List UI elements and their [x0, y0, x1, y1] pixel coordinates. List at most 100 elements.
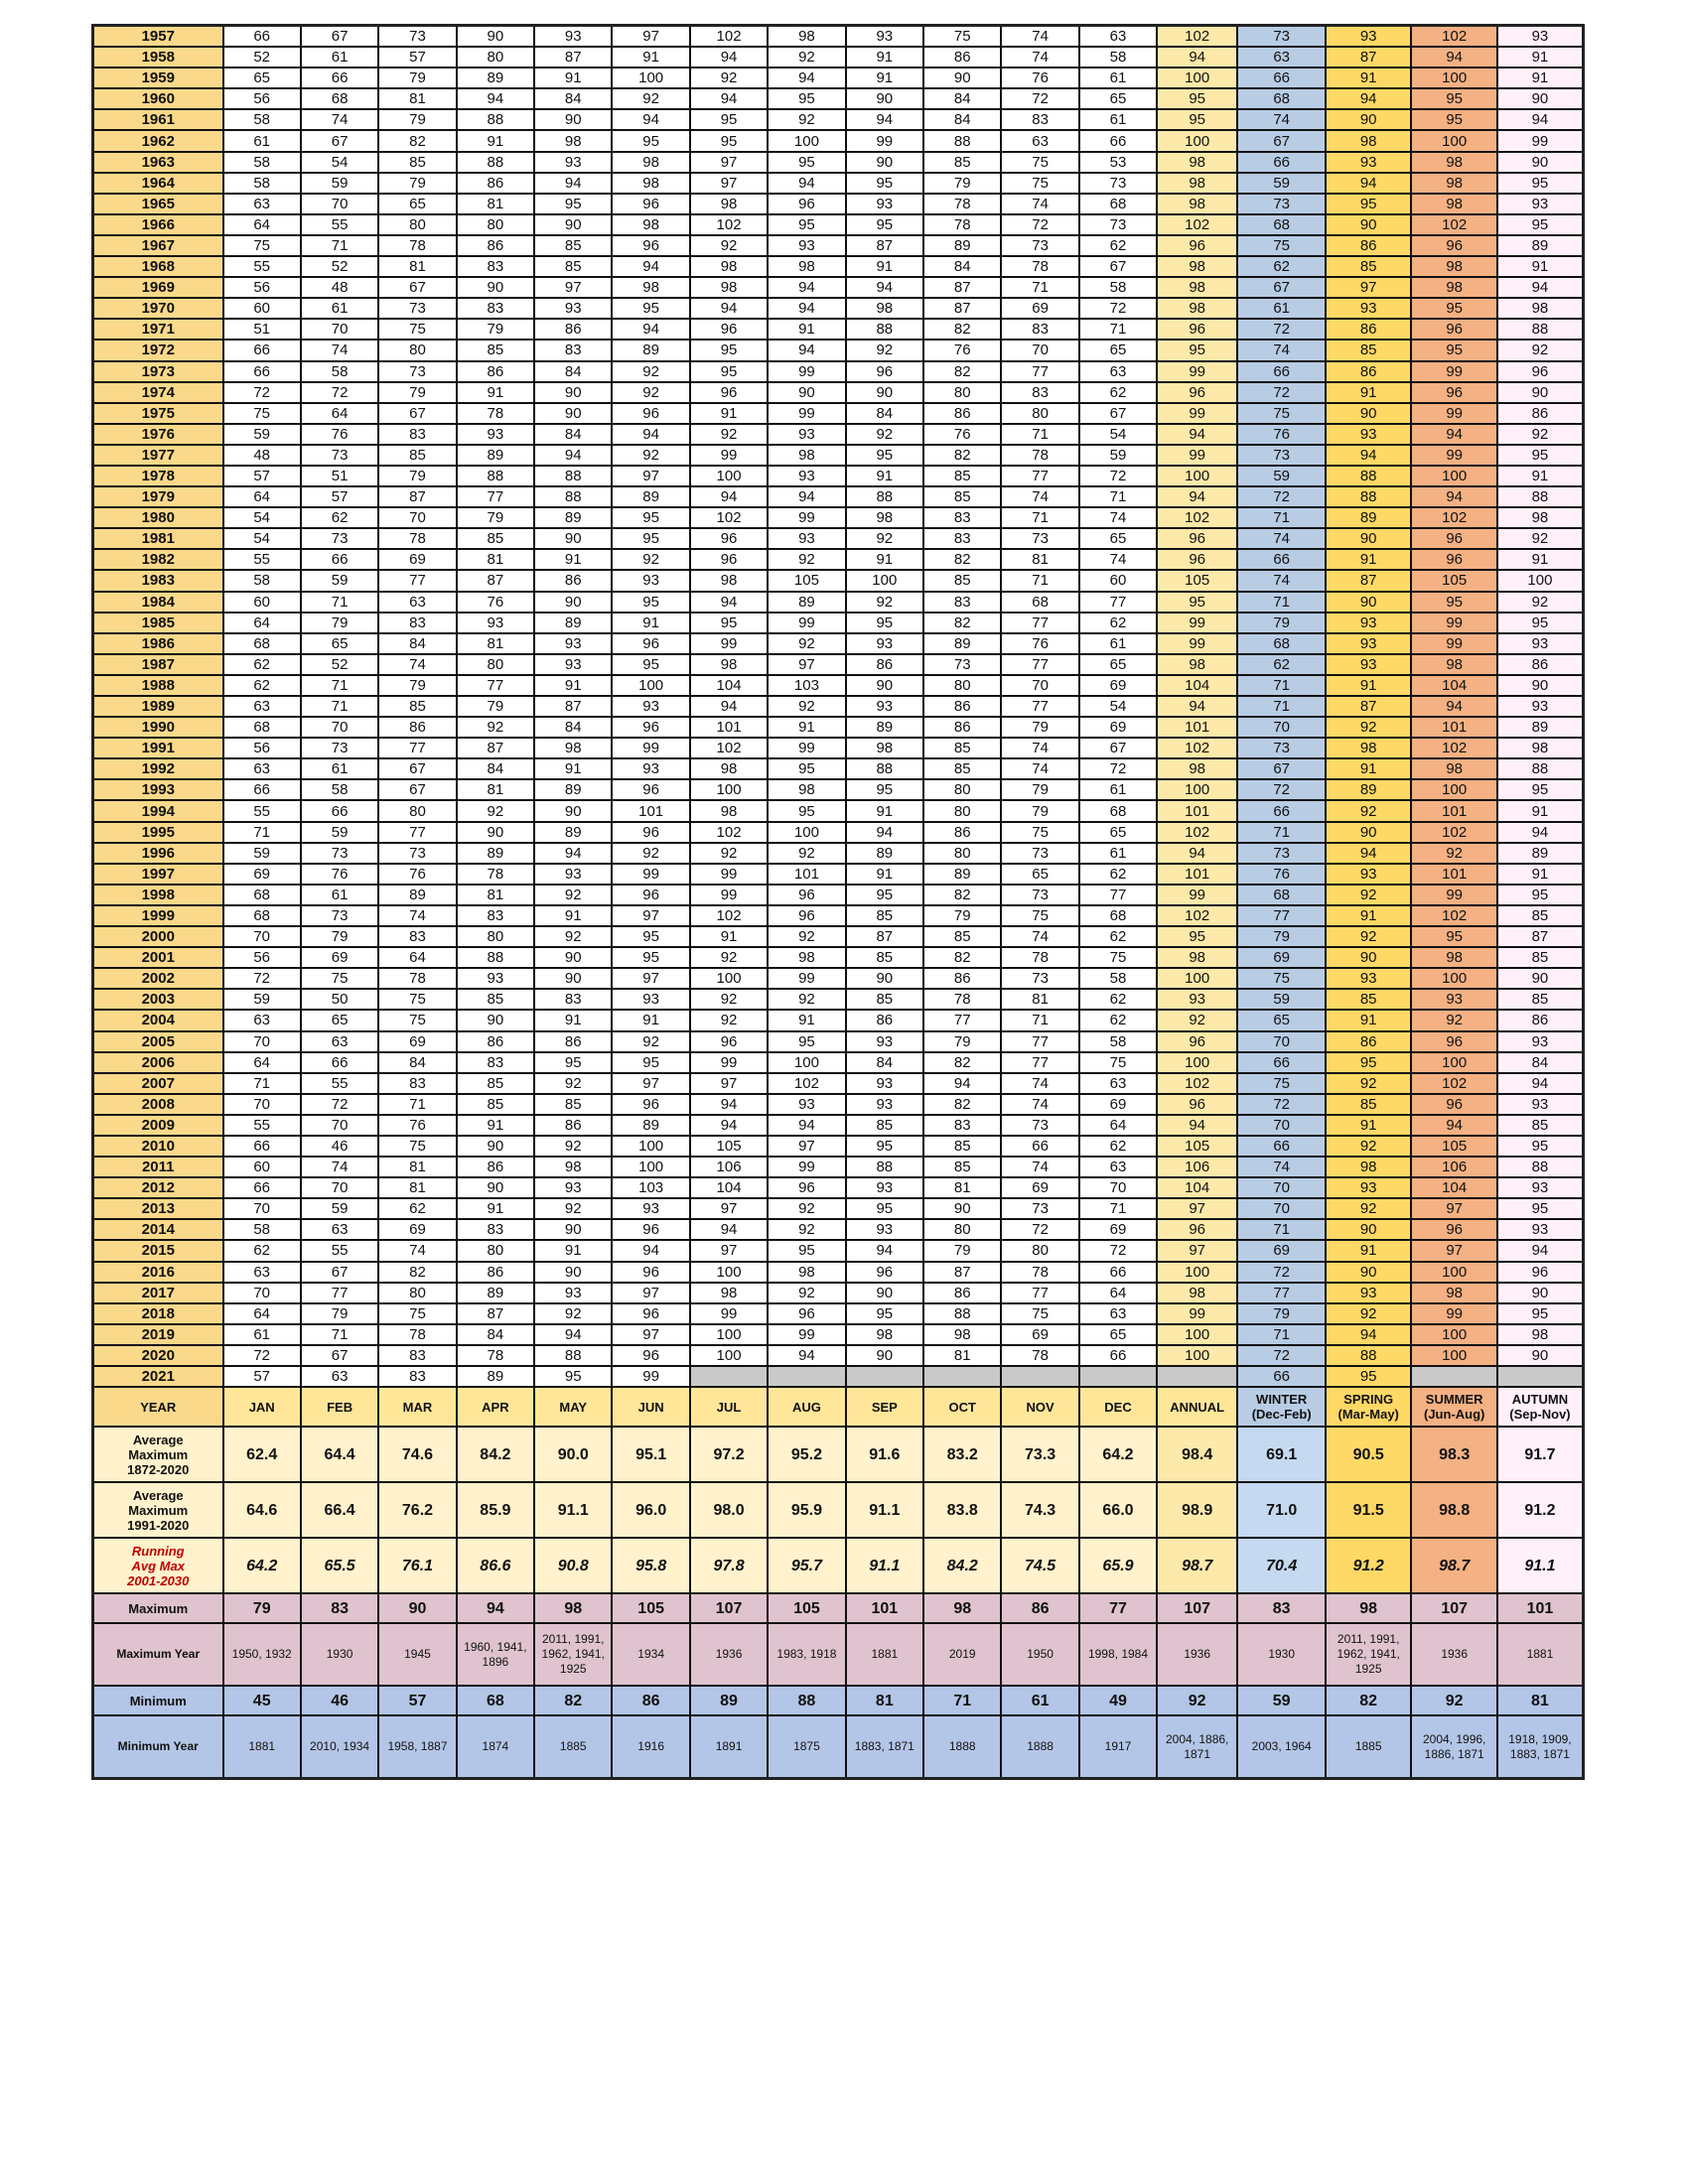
value-cell: 96: [1410, 1218, 1499, 1242]
value-cell: 98: [688, 757, 770, 781]
value-cell: 90: [533, 401, 614, 425]
value-cell: 83: [377, 611, 458, 634]
value-cell: 97: [611, 967, 691, 991]
value-cell: 98: [1156, 297, 1239, 321]
value-cell: 98: [1410, 276, 1499, 300]
value-cell: 89: [1496, 716, 1585, 740]
value-cell: 92: [455, 799, 536, 823]
value-cell: 88: [844, 757, 925, 781]
year-row: 1967 75 71 78 86 85 96 92 93 87 89 73 62 96 75 86 96 89: [91, 233, 1585, 258]
value-cell: 80: [455, 1239, 536, 1263]
stats-value: 98.4: [1156, 1426, 1239, 1484]
stats-label: Minimum: [91, 1685, 224, 1717]
value-cell: 90: [455, 1009, 536, 1032]
value-cell: 59: [221, 988, 302, 1012]
value-cell: 91: [1496, 46, 1585, 69]
year-row: 1991 56 73 77 87 98 99 102 99 98 85 74 67 102 73 98 102 9…: [91, 737, 1585, 760]
year-cell: 2017: [91, 1281, 224, 1304]
value-cell: 72: [221, 967, 302, 991]
value-cell: 98: [767, 255, 847, 279]
value-cell: 96: [1410, 527, 1499, 551]
value-cell: 57: [377, 46, 458, 69]
value-cell: 71: [221, 820, 302, 844]
value-cell: 85: [1325, 988, 1413, 1012]
year-cell: 1965: [91, 192, 224, 215]
value-cell: 63: [1000, 129, 1080, 153]
stats-value: 1888: [922, 1714, 1003, 1780]
value-cell: 85: [377, 150, 458, 174]
value-cell: 75: [1000, 150, 1080, 174]
value-cell: 87: [377, 485, 458, 509]
value-cell: 70: [1236, 716, 1328, 740]
value-cell: 84: [844, 401, 925, 425]
value-cell: 98: [1325, 1156, 1413, 1179]
stats-value: 1918, 1909, 1883, 1871: [1496, 1714, 1585, 1780]
year-row: 1998 68 61 89 81 92 96 99 96 95 82 73 77 99 68 92 99 95: [91, 883, 1585, 906]
value-cell: 96: [611, 1343, 691, 1368]
stats-value: 1950, 1932: [221, 1622, 302, 1688]
value-cell: 99: [767, 737, 847, 760]
value-cell: 73: [1236, 24, 1328, 49]
year-row: 1988 62 71 79 77 91 100 104 103 90 80 70 69 104 71 91 10…: [91, 673, 1585, 698]
value-cell: 100: [1410, 67, 1499, 90]
value-cell: 63: [221, 1260, 302, 1284]
value-cell: 71: [1236, 590, 1328, 614]
value-cell: 100: [1156, 67, 1239, 90]
value-cell: [1410, 1364, 1499, 1389]
value-cell: 100: [767, 820, 847, 844]
value-cell: 99: [611, 737, 691, 760]
year-cell: 2003: [91, 988, 224, 1012]
value-cell: 79: [377, 67, 458, 90]
value-cell: 95: [1496, 778, 1585, 802]
value-cell: 71: [1236, 820, 1328, 844]
value-cell: 92: [611, 548, 691, 572]
value-cell: 96: [688, 380, 770, 404]
value-cell: 70: [221, 1281, 302, 1304]
value-cell: 79: [299, 1301, 380, 1325]
stats-value: 98.3: [1410, 1426, 1499, 1484]
value-cell: 91: [533, 1009, 614, 1032]
stats-value: 1883, 1871: [844, 1714, 925, 1780]
stats-value: 107: [1410, 1592, 1499, 1625]
value-cell: 91: [533, 757, 614, 781]
value-cell: 95: [767, 1029, 847, 1053]
value-cell: 63: [1077, 1301, 1159, 1325]
value-cell: 98: [688, 799, 770, 823]
value-cell: 85: [455, 527, 536, 551]
value-cell: 89: [1496, 841, 1585, 865]
value-cell: 92: [1325, 1134, 1413, 1159]
value-cell: 102: [688, 212, 770, 236]
value-cell: 76: [299, 862, 380, 886]
value-cell: 85: [1496, 1113, 1585, 1137]
year-cell: 1994: [91, 799, 224, 823]
value-cell: 75: [1000, 903, 1080, 928]
year-cell: 1986: [91, 631, 224, 655]
value-cell: 74: [377, 652, 458, 676]
value-cell: 90: [844, 87, 925, 111]
stats-value: 1934: [611, 1622, 691, 1688]
value-cell: 98: [1496, 1322, 1585, 1346]
value-cell: 93: [844, 694, 925, 719]
value-cell: 80: [922, 799, 1003, 823]
value-cell: 93: [767, 1092, 847, 1116]
stats-value: 90.5: [1325, 1426, 1413, 1484]
value-cell: 90: [1325, 1260, 1413, 1284]
value-cell: 66: [1236, 67, 1328, 90]
value-cell: 95: [533, 1364, 614, 1389]
value-cell: 92: [1496, 339, 1585, 362]
value-cell: 98: [611, 276, 691, 300]
value-cell: 55: [221, 548, 302, 572]
value-cell: 90: [1325, 1218, 1413, 1242]
value-cell: 96: [611, 778, 691, 802]
year-cell: 1976: [91, 422, 224, 446]
value-cell: 90: [533, 212, 614, 236]
value-cell: 75: [377, 988, 458, 1012]
value-cell: 67: [299, 1260, 380, 1284]
value-cell: 58: [221, 150, 302, 174]
year-cell: 1980: [91, 506, 224, 530]
year-cell: 2004: [91, 1009, 224, 1032]
year-cell: 1996: [91, 841, 224, 865]
value-cell: 92: [1325, 883, 1413, 906]
value-cell: 91: [533, 903, 614, 928]
value-cell: 70: [221, 1029, 302, 1053]
